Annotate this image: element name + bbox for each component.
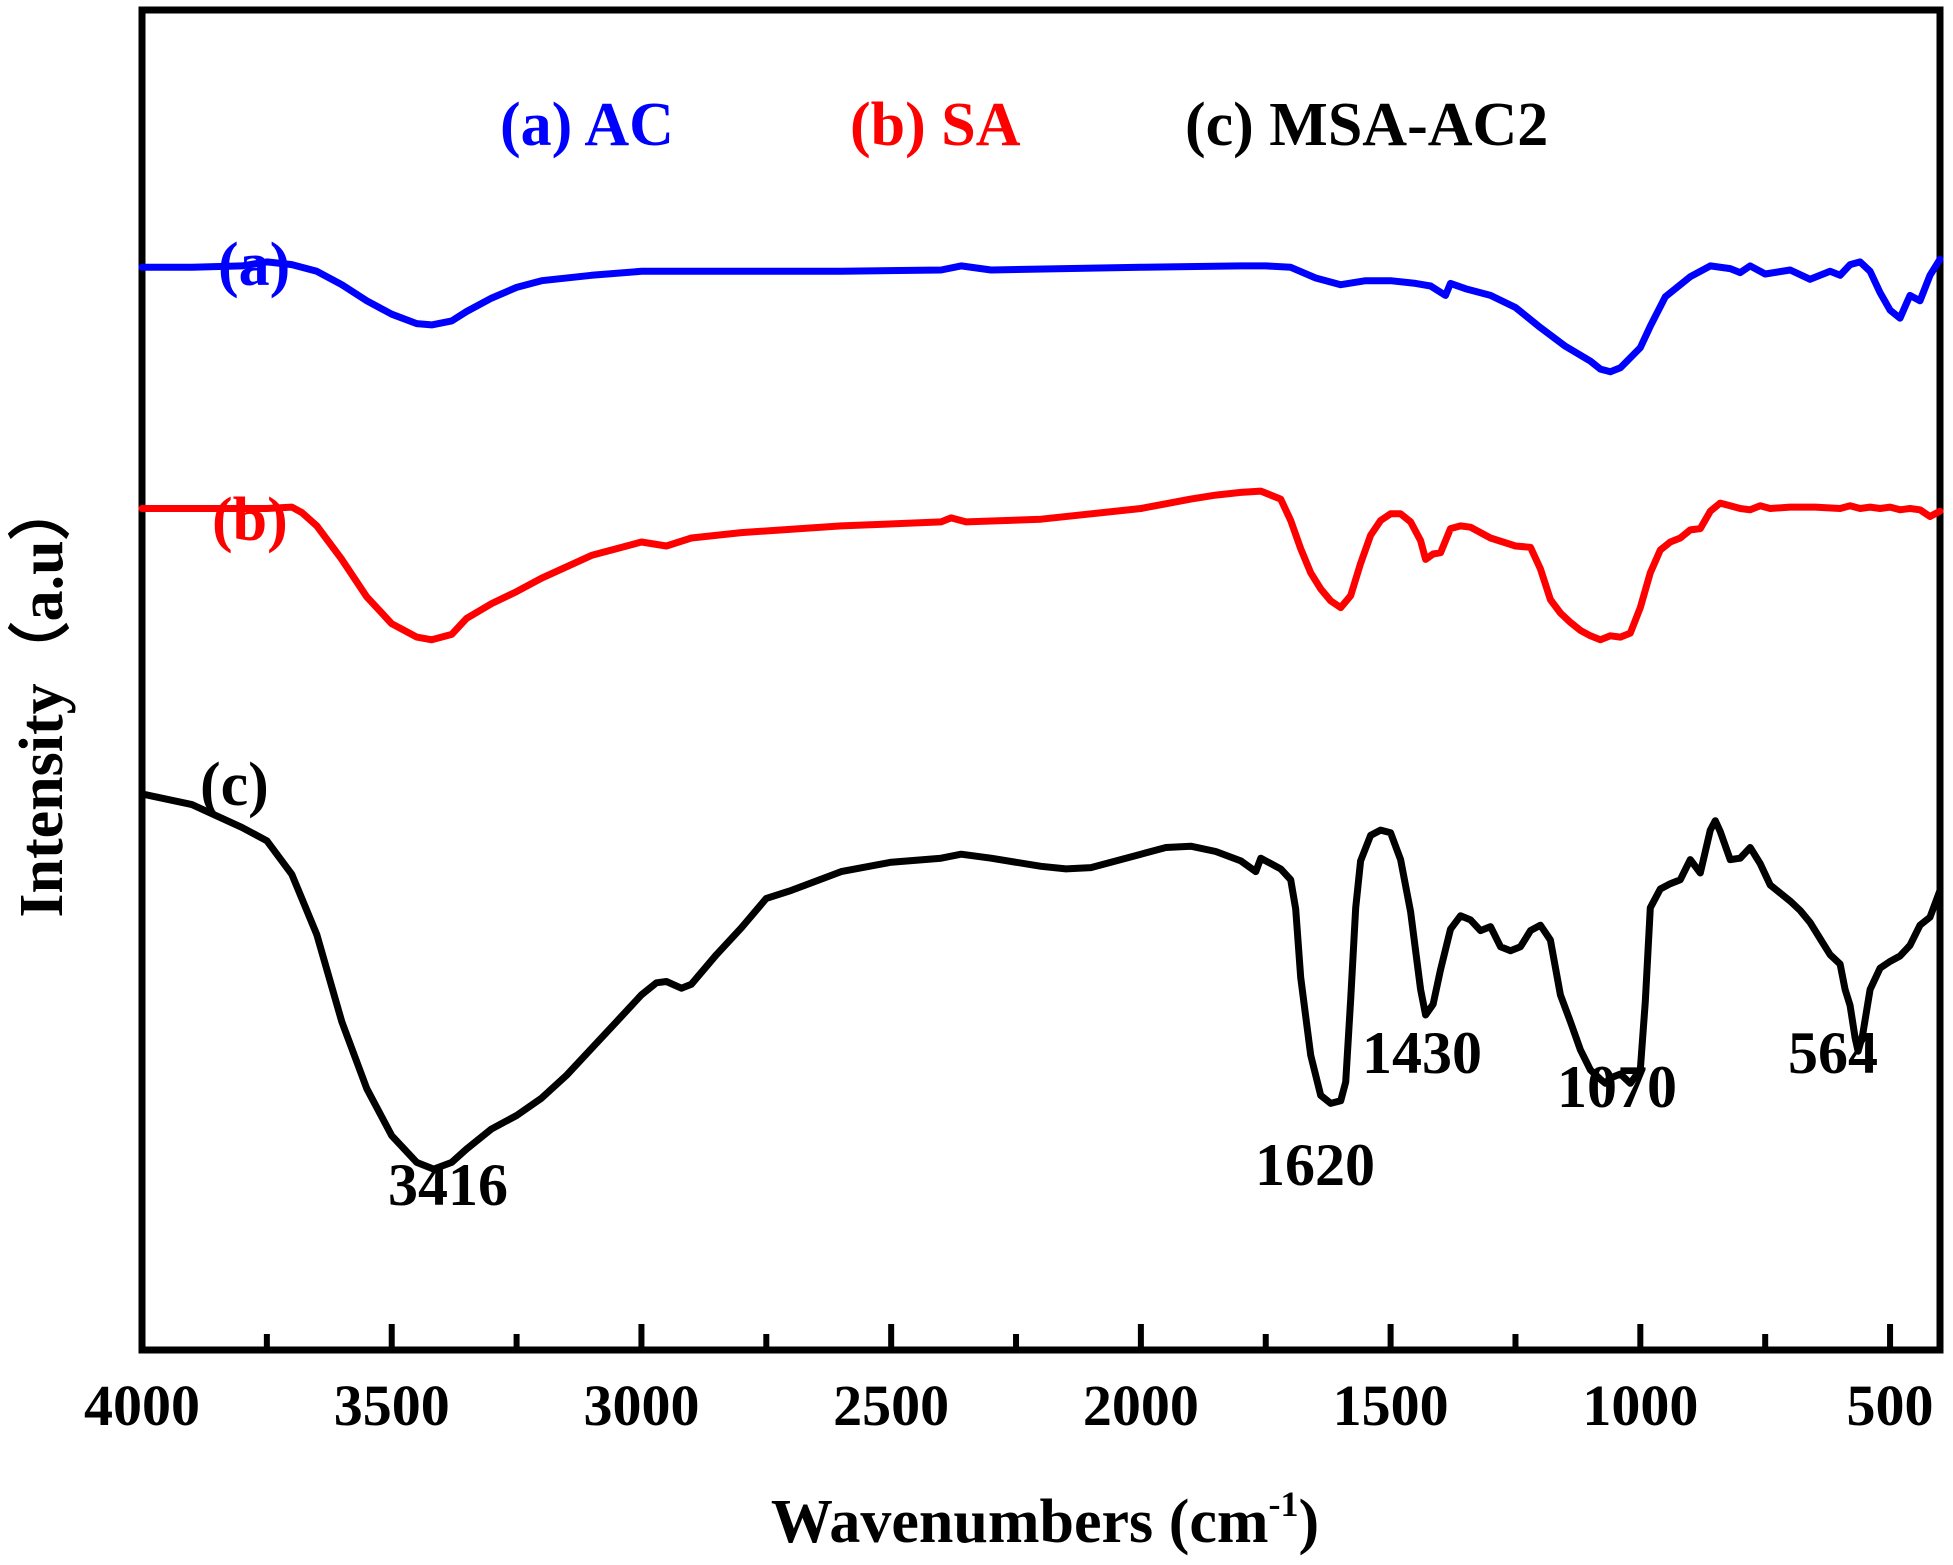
legend-entry-msa-ac2: (c) MSA-AC2: [1185, 91, 1548, 159]
x-tick-label: 4000: [84, 1373, 200, 1438]
x-tick-label: 1500: [1333, 1373, 1449, 1438]
legend-entry-ac: (a) AC: [500, 91, 674, 159]
peak-label-1620: 1620: [1255, 1132, 1375, 1198]
x-axis-unit-close: ): [1299, 1488, 1320, 1556]
legend-entry-sa: (b) SA: [850, 91, 1021, 159]
x-tick-label: 2500: [833, 1373, 949, 1438]
peak-label-564: 564: [1788, 1020, 1878, 1086]
series-line-ac: [138, 255, 1944, 376]
x-axis-title: Wavenumbers (cm-1): [771, 1484, 1319, 1556]
x-tick-label: 3000: [583, 1373, 699, 1438]
plot-frame: [138, 6, 1944, 1354]
x-tick-label: 2000: [1083, 1373, 1199, 1438]
x-tick-label: 500: [1847, 1373, 1934, 1438]
x-tick-labels: 4000 3500 3000 2500 2000 1500 1000 500: [84, 1373, 1934, 1438]
series-line-sa: [138, 487, 1944, 644]
series-tag-a: (a): [218, 231, 290, 299]
series-lines: [138, 255, 1944, 1173]
x-axis-title-main: Wavenumbers: [771, 1488, 1153, 1556]
peak-label-1070: 1070: [1557, 1054, 1677, 1120]
x-axis-unit-sup: -1: [1269, 1484, 1299, 1524]
series-tag-b: (b): [212, 486, 288, 554]
legend: (a) AC (b) SA (c) MSA-AC2: [500, 91, 1548, 159]
peak-label-1430: 1430: [1362, 1020, 1482, 1086]
series-line-msa-ac2: [138, 790, 1944, 1173]
x-axis-unit: (cm: [1169, 1488, 1269, 1556]
y-axis-title: Intensity（a.u）: [6, 478, 76, 917]
x-tick-label: 1000: [1582, 1373, 1698, 1438]
x-tick-label: 3500: [334, 1373, 450, 1438]
x-axis-title-space: [1153, 1488, 1169, 1556]
peak-label-3416: 3416: [388, 1152, 508, 1218]
x-ticks: [139, 1324, 1894, 1350]
series-tag-c: (c): [200, 751, 269, 819]
